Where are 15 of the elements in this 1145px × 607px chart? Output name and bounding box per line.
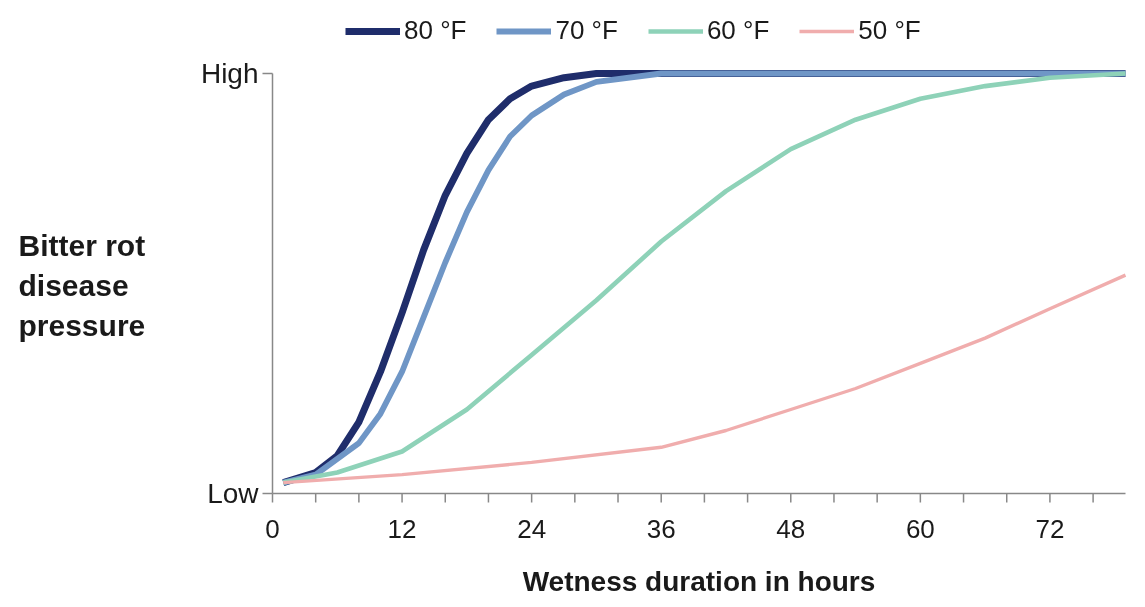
x-tick-label: 24 (517, 513, 547, 544)
legend-label: 70 °F (555, 15, 618, 46)
x-tick-label: 36 (646, 513, 676, 544)
x-tick-label: 48 (776, 513, 806, 544)
x-tick-label: 72 (1035, 513, 1065, 544)
text: High (200, 58, 259, 89)
x-axis-title: Wetness duration in hours (522, 565, 876, 597)
legend-label: 60 °F (706, 15, 770, 46)
legend-label: 80 °F (404, 15, 467, 46)
text: Low (207, 478, 260, 509)
x-tick-label: 60 (905, 513, 935, 544)
x-tick-label: 12 (387, 513, 417, 544)
legend-label: 50 °F (858, 15, 921, 46)
x-tick-label: 0 (265, 513, 280, 544)
y-axis-title: Bitter rot disease pressure (18, 229, 146, 342)
